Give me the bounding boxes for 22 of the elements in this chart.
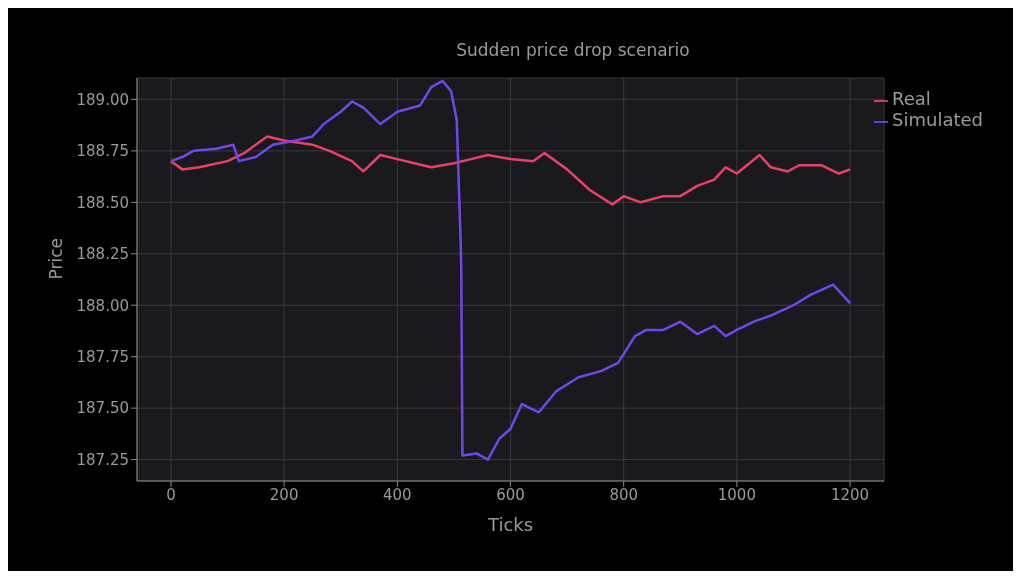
x-tick-label: 1200 [830,485,870,504]
y-tick-label: 187.75 [76,348,129,367]
legend-label: Real [892,88,931,109]
y-tick-label: 188.50 [76,193,129,212]
x-tick-label: 400 [383,485,412,504]
x-tick-label: 200 [269,485,299,504]
x-tick-label: 1000 [717,485,756,504]
chart-title: Sudden price drop scenario [456,40,690,60]
y-axis-title: Price [46,238,67,280]
y-tick-label: 187.50 [76,399,129,418]
y-tick-label: 188.75 [76,142,129,161]
x-tick-label: 600 [496,485,525,504]
x-axis-title: Ticks [486,514,534,535]
x-tick-label: 800 [609,485,639,504]
line-series [169,135,852,206]
y-tick-label: 189.00 [76,90,129,109]
y-tick-label: 188.00 [76,296,129,315]
y-tick-label: 188.25 [76,245,129,264]
legend-label: Simulated [892,109,983,130]
y-tick-label: 187.25 [76,450,129,469]
line-series [169,79,852,461]
x-tick-label: 0 [166,485,176,504]
